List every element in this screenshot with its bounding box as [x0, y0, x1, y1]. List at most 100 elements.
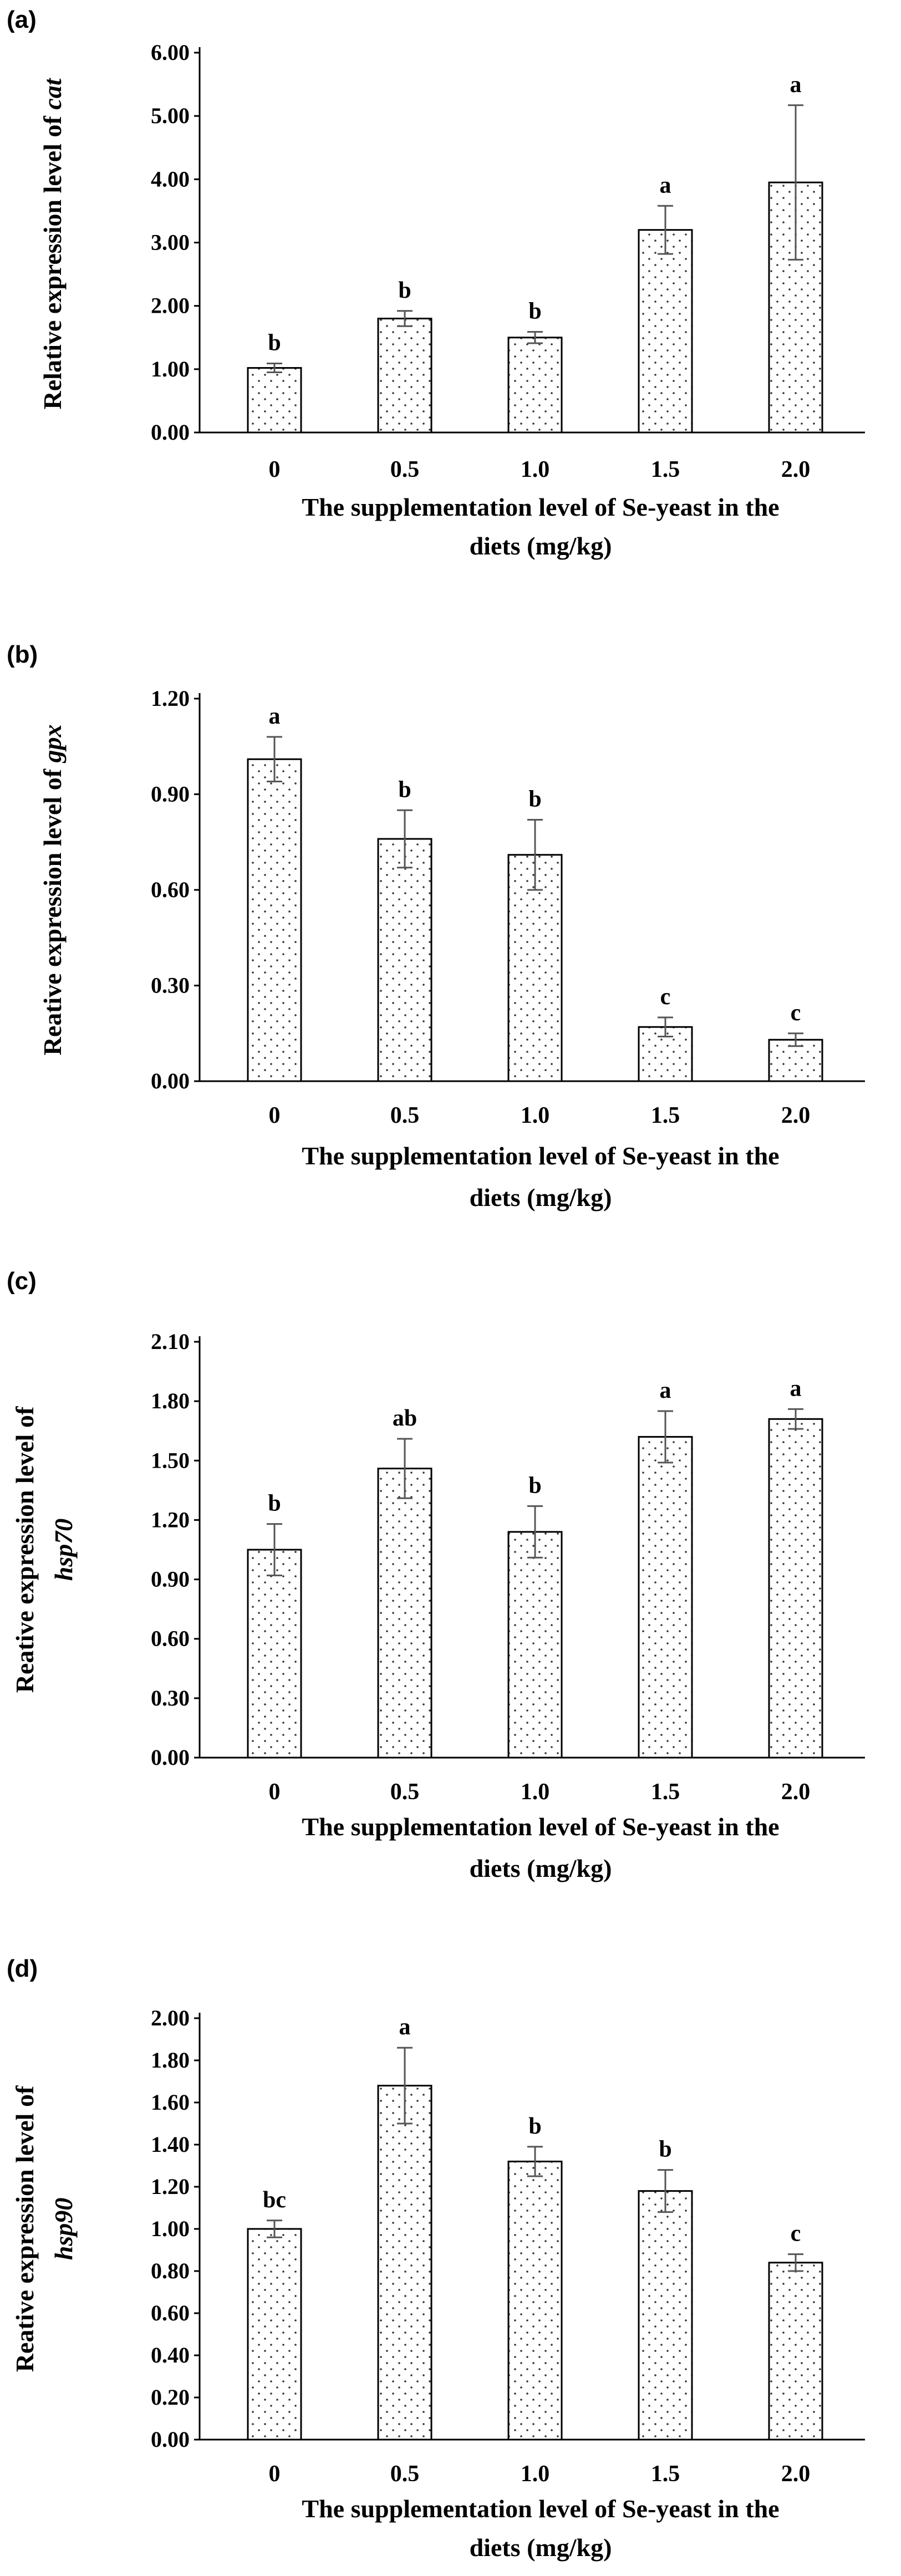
x-tick-label: 2.0 [781, 1779, 811, 1805]
x-axis-title-line1: The supplementation level of Se-yeast in… [302, 493, 779, 521]
y-tick-label: 0.90 [151, 1567, 190, 1592]
x-tick-label: 0 [269, 1103, 281, 1128]
y-tick-label: 0.60 [151, 2300, 190, 2325]
bar [507, 337, 563, 434]
x-tick-label: 1.5 [651, 1103, 680, 1128]
significance-label: b [528, 298, 541, 324]
x-axis-title-line1: The supplementation level of Se-yeast in… [302, 2494, 779, 2523]
bar [247, 1549, 302, 1759]
significance-label: a [660, 172, 671, 198]
significance-label: b [528, 2114, 541, 2139]
bar [638, 2190, 693, 2441]
y-axis-title-main: Relative expression level of [38, 110, 67, 410]
x-axis-title-line2: diets (mg/kg) [470, 1183, 612, 1211]
y-tick-label: 2.00 [151, 293, 190, 318]
x-tick-label: 1.0 [521, 457, 550, 482]
significance-label: a [399, 2014, 411, 2040]
significance-label: b [398, 777, 411, 802]
x-axis-title-line2: diets (mg/kg) [470, 532, 612, 560]
bar [638, 229, 693, 434]
x-tick-label: 1.0 [521, 2461, 550, 2487]
x-tick-label: 0.5 [390, 1779, 420, 1805]
bar [247, 758, 302, 1082]
significance-label: a [269, 704, 281, 729]
y-tick-label: 0.00 [151, 1068, 190, 1093]
bar [507, 2160, 563, 2441]
y-axis-title: Relative expression level of cat [38, 78, 67, 409]
y-tick-label: 1.20 [151, 2174, 190, 2199]
significance-label: c [660, 984, 671, 1010]
y-axis-title: Reative expression level of [11, 1406, 39, 1693]
y-tick-label: 2.10 [151, 1329, 190, 1354]
y-tick-label: 0.90 [151, 782, 190, 807]
bar [768, 1418, 823, 1759]
chart-panel-4: (d)0.000.200.400.600.801.001.201.401.601… [7, 1955, 865, 2562]
y-tick-label: 1.20 [151, 686, 190, 711]
x-axis-title-line1: The supplementation level of Se-yeast in… [302, 1813, 779, 1841]
significance-label: c [791, 2221, 801, 2247]
y-tick-label: 0.60 [151, 1626, 190, 1651]
significance-label: a [790, 1376, 802, 1401]
y-tick-label: 0.30 [151, 1686, 190, 1710]
x-tick-label: 0 [269, 2461, 281, 2487]
x-tick-label: 0 [269, 1779, 281, 1805]
significance-label: b [528, 1473, 541, 1498]
significance-label: b [268, 1491, 281, 1516]
significance-label: bc [263, 2187, 286, 2213]
x-tick-label: 0 [269, 457, 281, 482]
y-tick-label: 0.30 [151, 973, 190, 998]
x-tick-label: 2.0 [781, 457, 811, 482]
x-tick-label: 1.5 [651, 1779, 680, 1805]
y-axis-title-gene: hsp90 [49, 2198, 78, 2260]
x-tick-label: 0.5 [390, 457, 420, 482]
x-axis-title-line2: diets (mg/kg) [470, 1854, 612, 1882]
bar [377, 1468, 432, 1759]
y-tick-label: 1.50 [151, 1448, 190, 1473]
y-tick-label: 4.00 [151, 166, 190, 191]
significance-label: a [660, 1378, 671, 1403]
y-tick-label: 1.20 [151, 1507, 190, 1532]
x-axis-title-line1: The supplementation level of Se-yeast in… [302, 1142, 779, 1170]
x-tick-label: 2.0 [781, 2461, 811, 2487]
y-tick-label: 1.80 [151, 2048, 190, 2073]
y-tick-label: 3.00 [151, 230, 190, 255]
x-tick-label: 0.5 [390, 2461, 420, 2487]
y-tick-label: 1.00 [151, 357, 190, 381]
significance-label: b [268, 330, 281, 356]
chart-panel-2: (b) 0.00 0.30 0.60 0.90 1.20 a 0 b 0.5 b 1.0 c 1.5 c 2.… [7, 641, 865, 1211]
significance-label: b [398, 278, 411, 303]
x-tick-label: 1.0 [521, 1779, 550, 1805]
y-tick-label: 1.80 [151, 1388, 190, 1413]
significance-label: b [659, 2137, 671, 2162]
panel-label: (c) [7, 1267, 37, 1295]
y-axis-title-gene: cat [38, 78, 67, 109]
y-axis-title-gene: gpx [38, 724, 67, 763]
y-tick-label: 6.00 [151, 40, 190, 65]
bar [768, 2262, 823, 2441]
bar [247, 2228, 302, 2441]
bar [377, 2085, 432, 2441]
y-tick-label: 0.00 [151, 420, 190, 445]
panel-label: (b) [7, 641, 38, 668]
significance-label: a [790, 72, 802, 98]
y-tick-label: 0.40 [151, 2343, 190, 2368]
bar [377, 318, 432, 434]
y-tick-label: 1.60 [151, 2090, 190, 2115]
x-tick-label: 1.5 [651, 457, 680, 482]
y-axis-title-main: Reative expression level of [38, 762, 67, 1055]
y-tick-label: 0.00 [151, 1745, 190, 1770]
y-axis-title-gene: hsp70 [49, 1519, 78, 1581]
x-tick-label: 0.5 [390, 1103, 420, 1128]
x-axis-title-line2: diets (mg/kg) [470, 2533, 612, 2562]
y-tick-label: 0.80 [151, 2258, 190, 2283]
bar [768, 181, 823, 434]
y-axis-title: Reative expression level of [11, 2085, 39, 2372]
x-tick-label: 1.5 [651, 2461, 680, 2487]
x-tick-label: 2.0 [781, 1103, 811, 1128]
y-tick-label: 1.00 [151, 2216, 190, 2241]
significance-label: c [791, 1000, 801, 1026]
y-tick-label: 0.60 [151, 877, 190, 902]
panel-label: (d) [7, 1955, 38, 1982]
y-tick-label: 0.20 [151, 2385, 190, 2410]
